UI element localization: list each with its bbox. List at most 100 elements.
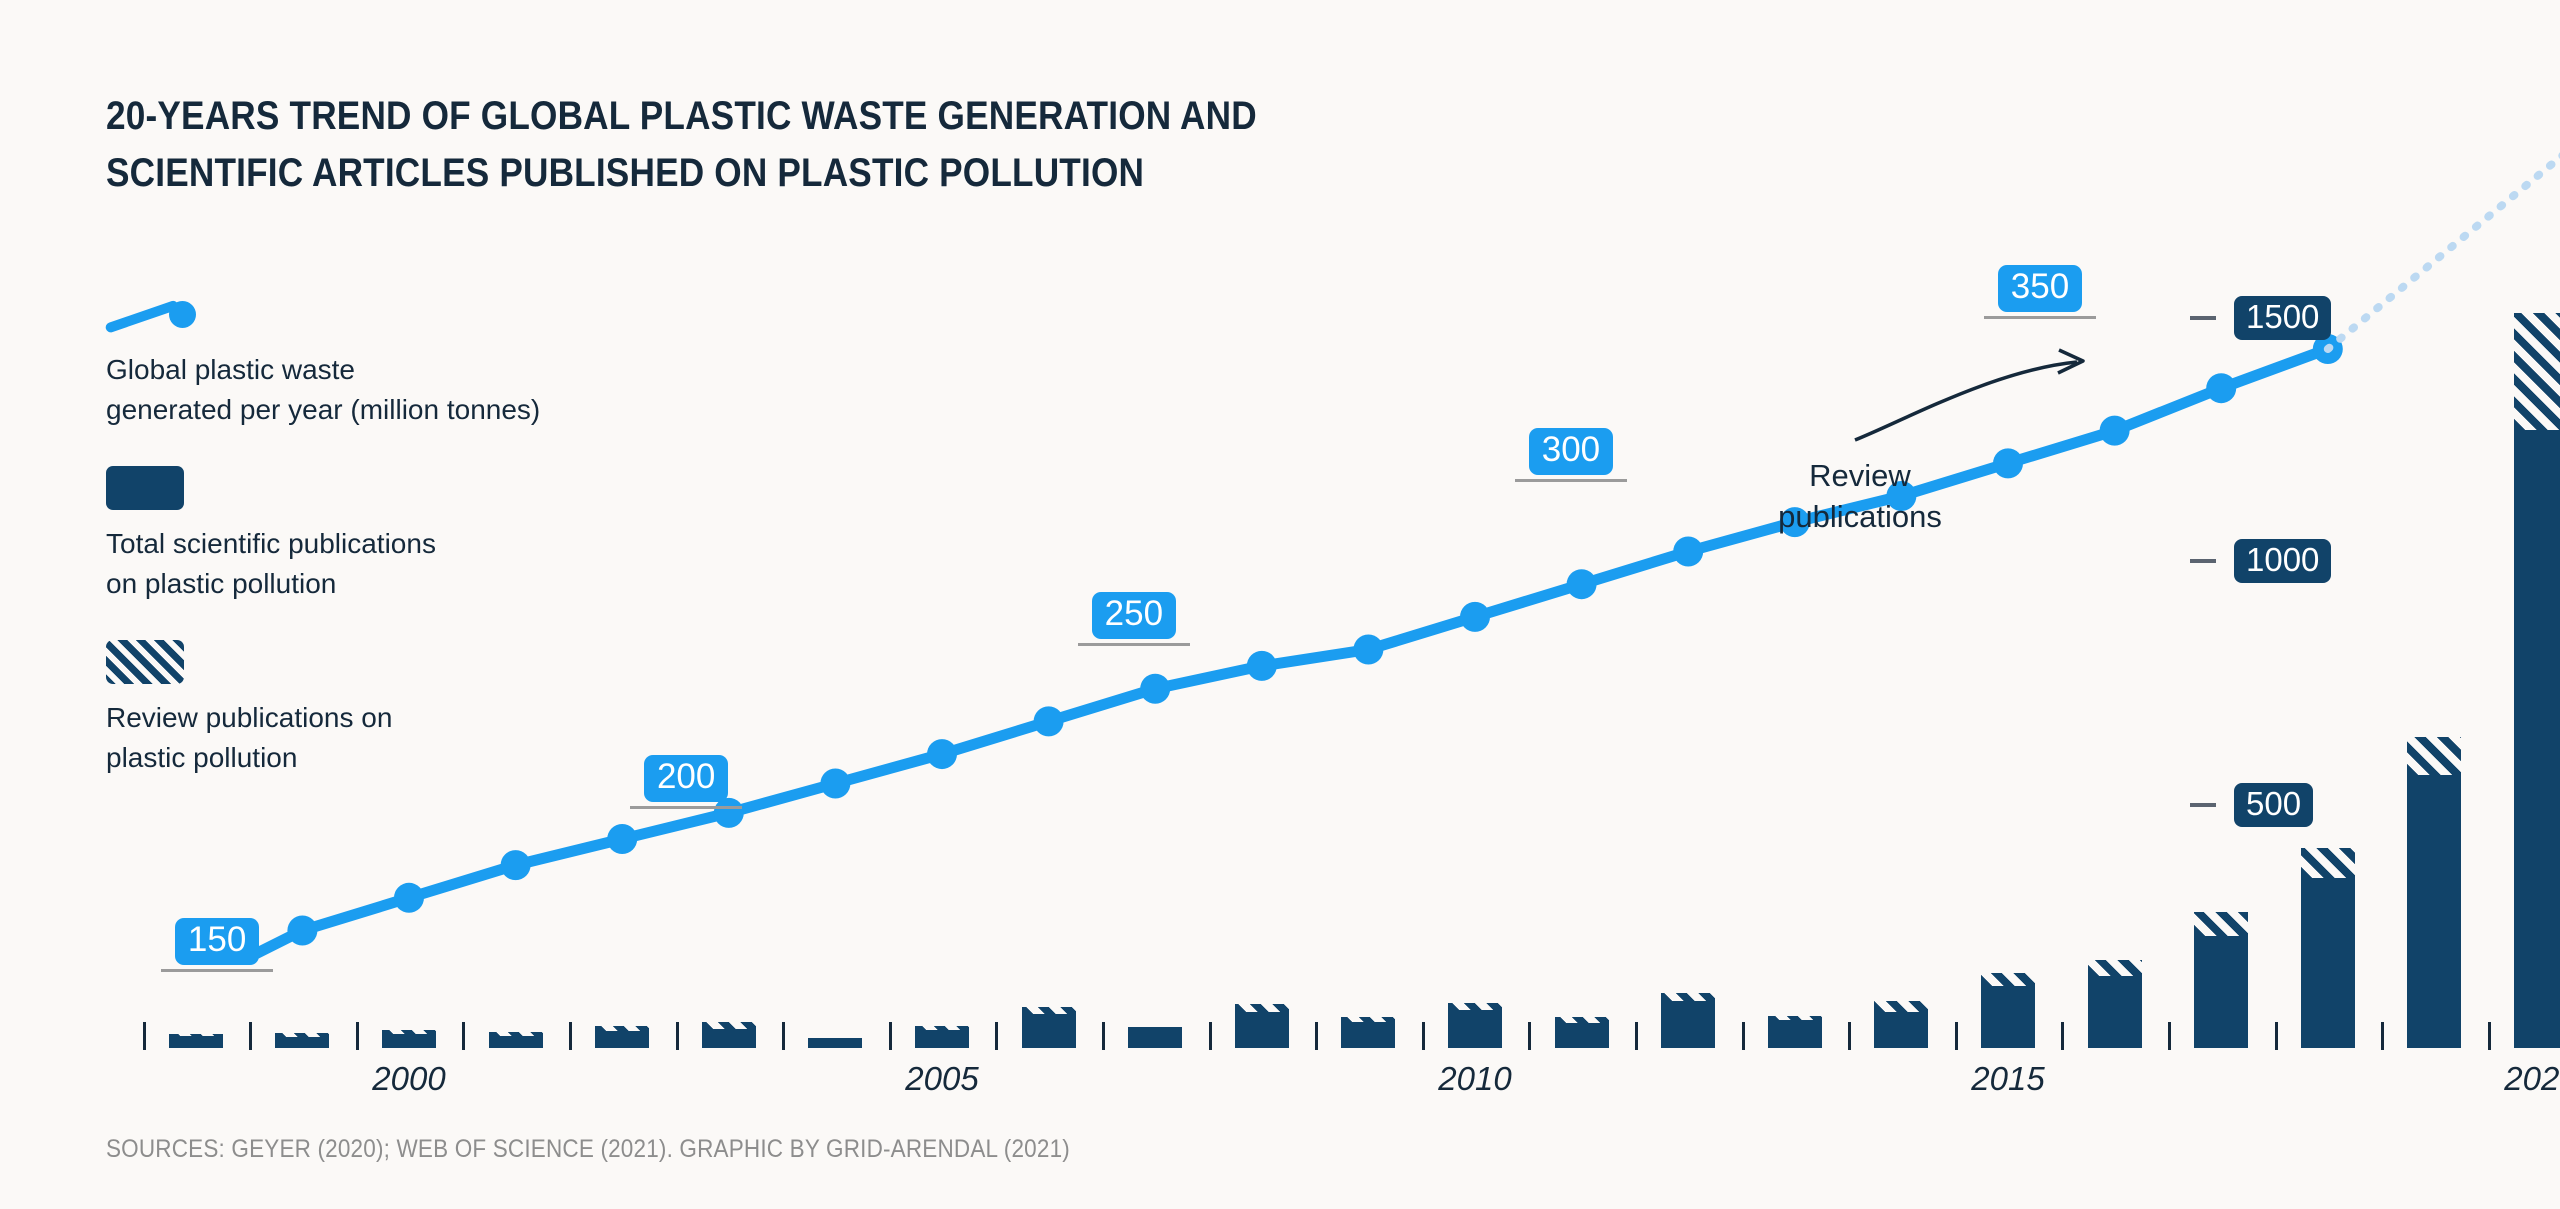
bar-1998 [168,1034,223,1048]
x-tick [1848,1022,1852,1050]
bar-solid-segment [2514,429,2560,1048]
bar-review-segment [1767,1015,1822,1020]
y-tick-dash [2190,559,2216,564]
bar-solid-segment [1448,1010,1502,1048]
bar-1999 [275,1033,330,1048]
x-axis-label-2000: 2000 [372,1060,446,1097]
legend-label-review-publications: Review publications on plastic pollution [106,702,393,773]
bar-2016 [2087,960,2142,1048]
x-tick [995,1022,999,1050]
bars-layer [168,313,2560,1048]
bar-solid-segment [1661,1001,1716,1048]
bar-review-segment [2087,960,2142,976]
bar-2000 [382,1029,436,1048]
x-tick [568,1022,572,1050]
x-tick [1954,1022,1958,1050]
bar-2010 [1448,1003,1502,1048]
x-tick [675,1022,679,1050]
y-axis-badge: 1000 [2234,539,2332,584]
x-tick [1528,1022,1532,1050]
bar-solid-segment [701,1028,756,1048]
review-publications-annotation: Review publications [1778,458,1942,534]
bar-review-segment [1554,1016,1609,1023]
callout-leader-line [1983,316,2096,319]
page-title: 20-YEARS TREND OF GLOBAL PLASTIC WASTE G… [106,88,1338,202]
y-axis-label-500: 500 [2190,782,2314,827]
y-tick-dash [2190,802,2216,807]
bar-2013 [1767,1015,1822,1048]
bar-2001 [488,1032,543,1048]
value-callout-150: 150 [161,918,274,973]
bar-2020 [2514,313,2560,1048]
bar-solid-segment [808,1038,863,1048]
bar-solid-segment [2087,975,2142,1048]
bar-solid-segment [595,1031,650,1048]
x-tick [355,1022,359,1050]
x-tick [2274,1022,2278,1050]
solid-swatch-icon [106,466,184,510]
bar-review-segment [595,1025,650,1032]
value-callout-200: 200 [630,755,743,809]
x-axis-label-2015: 2015 [1971,1060,2045,1097]
bar-solid-segment [1021,1013,1076,1048]
value-callout-300: 300 [1514,428,1627,483]
bar-2015 [1981,973,2035,1048]
source-note: SOURCES: GEYER (2020); WEB OF SCIENCE (2… [106,1135,1070,1163]
bar-solid-segment [1981,985,2035,1048]
x-tick [1741,1022,1745,1050]
bar-2014 [1874,1001,1929,1048]
bar-2019 [2407,736,2462,1048]
callout-badge: 350 [1997,265,2083,312]
bar-review-segment [1874,1001,1929,1012]
x-tick [2487,1022,2491,1050]
value-callout-250: 250 [1077,591,1190,646]
bar-review-segment [275,1033,330,1038]
x-axis-label-2010: 2010 [1438,1060,1512,1097]
bar-review-segment [701,1021,756,1029]
x-tick [462,1022,466,1050]
y-tick-dash [2190,316,2216,320]
x-tick [2061,1022,2065,1050]
x-tick [1634,1022,1638,1050]
bar-2008 [1234,1004,1289,1048]
bar-solid-segment [1874,1012,1929,1048]
bar-solid-segment [1767,1019,1822,1048]
x-tick [782,1022,786,1050]
y-axis-label-1000: 1000 [2190,539,2332,584]
title-line-2: SCIENTIFIC ARTICLES PUBLISHED ON PLASTIC… [106,151,1145,195]
callout-badge: 150 [174,918,260,966]
bar-2004 [808,1038,863,1048]
bar-review-segment [1981,973,2035,986]
bar-review-segment [1661,992,1716,1002]
bar-review-segment [1448,1003,1502,1011]
value-callout-350: 350 [1983,265,2096,319]
y-axis-label-1500: 1500 [2190,296,2332,340]
callout-leader-line [161,969,274,973]
bar-2003 [701,1021,756,1048]
bar-solid-segment [488,1036,543,1048]
bar-solid-segment [1234,1012,1289,1048]
x-tick [2381,1022,2385,1050]
y-axis-badge: 1500 [2234,296,2332,340]
callout-badge: 300 [1528,428,1614,476]
x-axis-label-2005: 2005 [905,1060,979,1097]
bar-review-segment [1234,1004,1289,1012]
bar-solid-segment [2194,936,2249,1048]
bar-solid-segment [1128,1026,1183,1048]
bar-review-segment [1021,1007,1076,1014]
bar-solid-segment [382,1034,436,1048]
x-tick [888,1022,892,1050]
x-tick [1315,1022,1319,1050]
y-axis-badge: 500 [2234,782,2314,827]
bar-solid-segment [1341,1021,1396,1048]
x-tick [2167,1022,2171,1050]
bar-2002 [595,1025,650,1048]
callout-leader-line [1077,642,1190,646]
callout-badge: 200 [643,755,729,802]
bar-solid-segment [915,1030,969,1048]
bar-2007 [1128,1026,1183,1048]
x-axis-label-2020: 2020 [2504,1060,2560,1097]
callout-leader-line [630,806,743,809]
bar-review-segment [168,1034,223,1037]
x-tick [142,1022,146,1050]
